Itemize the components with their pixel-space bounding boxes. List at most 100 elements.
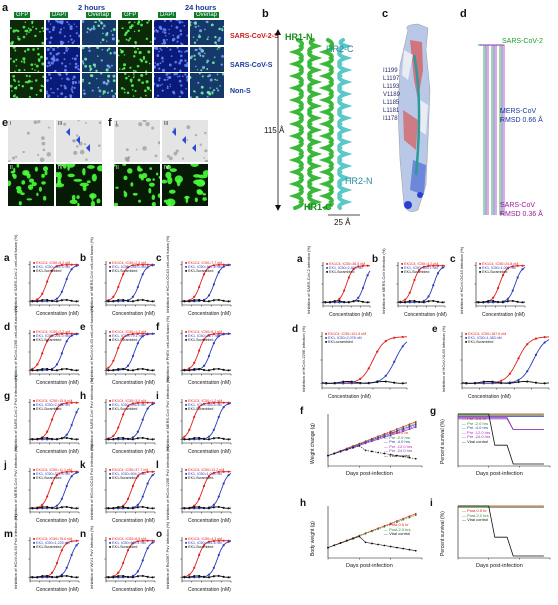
data-point: [222, 575, 225, 578]
x-axis-label: Concentration (nM): [328, 394, 371, 400]
micrograph-tile: [154, 73, 188, 98]
data-point: [112, 434, 115, 437]
data-point: [212, 368, 215, 371]
chart-panel-label: g: [430, 406, 437, 417]
legend-entry: — Pre -2.0 hrs: [462, 420, 489, 426]
fusion-tile: I: [8, 120, 54, 162]
y-axis-label: Inhibition of WIV1 PsV infection (%): [89, 525, 94, 589]
data-point: [222, 333, 225, 336]
legend-entry: — Pre -12.0 hrs: [462, 429, 491, 435]
data-point: [202, 484, 206, 488]
data-point: [328, 300, 332, 304]
data-point: [131, 576, 135, 579]
data-point: [202, 437, 206, 441]
y-axis-label: Inhibition of HCoV-OC43 PsV infection (%…: [89, 444, 94, 520]
data-point: [506, 300, 509, 303]
fusion-tile: IV: [56, 164, 102, 206]
panel-label-b: b: [262, 8, 269, 20]
data-point: [151, 576, 154, 579]
data-point: [117, 575, 120, 578]
data-point: [217, 271, 220, 274]
x-axis-label: Days post-infection: [346, 563, 393, 569]
data-point: [112, 295, 115, 298]
data-point: [41, 292, 44, 295]
data-point: [517, 380, 520, 384]
data-point: [60, 299, 63, 302]
legend-entry: — Post-0.5 hr: [462, 508, 487, 513]
legend-entry: ■ EK1, IC50=371.5 nM: [33, 472, 70, 476]
micrograph-tile: [10, 47, 44, 72]
dose-response-chart-n: [88, 533, 158, 595]
legend-entry: ■ EK1, IC50=536.6 nM: [109, 403, 146, 407]
data-point: [65, 470, 68, 473]
data-point: [151, 438, 154, 441]
data-point: [366, 301, 369, 304]
x-axis-label: Concentration (nM): [404, 312, 447, 318]
chart-panel-label: i: [156, 391, 159, 402]
data-point: [151, 264, 154, 267]
chart-panel-label: b: [80, 253, 87, 264]
residue-label: V1189: [383, 92, 400, 98]
data-point: [55, 576, 59, 579]
data-point: [141, 539, 144, 542]
data-point: [136, 540, 139, 543]
micrograph-tile: [46, 47, 80, 72]
data-point: [141, 471, 144, 474]
fusion-tile: II: [8, 164, 54, 206]
data-point: [65, 332, 68, 335]
time-course-chart-i: [438, 502, 554, 577]
data-point: [408, 456, 411, 459]
data-point: [491, 382, 494, 385]
data-point: [227, 470, 230, 473]
data-point: [151, 474, 154, 477]
data-point: [222, 539, 225, 542]
data-point: [151, 332, 154, 335]
data-point: [212, 575, 215, 578]
row-label-non: Non-S: [230, 88, 251, 95]
data-point: [146, 575, 149, 578]
data-point: [75, 539, 78, 542]
data-point: [183, 507, 186, 510]
data-point: [526, 370, 529, 373]
data-point: [414, 424, 417, 427]
data-point: [141, 574, 144, 578]
legend-entry: — Pre -12.0 hrs: [384, 443, 413, 449]
data-point: [207, 354, 211, 358]
data-point: [427, 295, 430, 298]
data-point: [112, 437, 115, 441]
data-point: [107, 300, 110, 303]
data-point: [227, 576, 230, 579]
data-point: [65, 484, 68, 488]
data-point: [357, 296, 360, 299]
data-point: [136, 332, 139, 335]
data-point: [217, 401, 220, 404]
legend-entry: — Viral control: [384, 453, 411, 458]
data-point: [31, 507, 34, 510]
time-label-24h: 24 hours: [185, 3, 217, 12]
subpanel-label: I: [116, 121, 118, 127]
data-point: [418, 269, 421, 272]
data-point: [370, 450, 373, 453]
data-point: [131, 402, 135, 405]
data-point: [141, 436, 144, 440]
data-point: [193, 575, 196, 578]
x-axis-label: Concentration (nM): [112, 587, 155, 593]
x-axis-label: Concentration (nM): [188, 449, 231, 455]
data-point: [136, 299, 139, 302]
y-axis-label: Inhibition of Rs3367 PsV infection (%): [165, 521, 170, 589]
structure-figures: [275, 23, 505, 216]
data-point: [70, 475, 73, 478]
data-point: [65, 263, 68, 266]
y-axis-label: Inhibition of HCoV-NL63 cell-cell fusion…: [89, 305, 94, 382]
residue-label: I1199: [383, 68, 398, 74]
legend-entry: — Pre -0.5 hr: [462, 416, 487, 421]
data-point: [36, 299, 39, 303]
data-point: [217, 298, 220, 302]
data-point: [361, 286, 365, 290]
legend-entry: ■ EK1-Scrambled: [185, 476, 214, 480]
chart-panel-label: c: [450, 254, 456, 265]
data-point: [384, 380, 387, 383]
data-point: [55, 561, 59, 565]
data-point: [75, 544, 78, 547]
label-mers: MERS-CoV: [500, 108, 537, 115]
